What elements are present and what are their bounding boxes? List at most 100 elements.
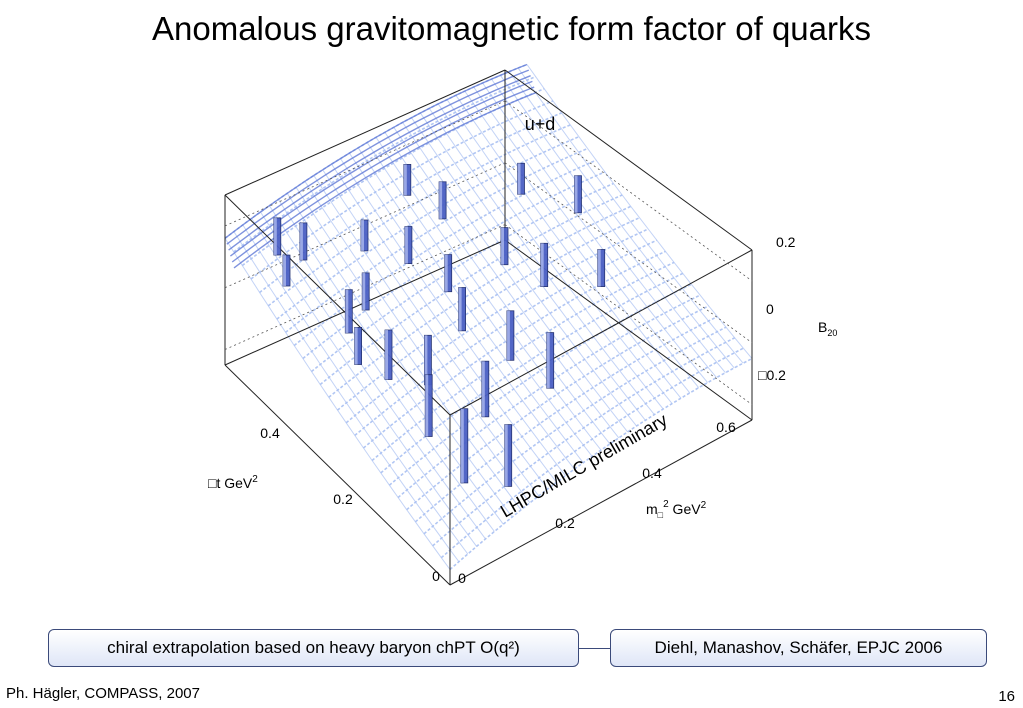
surface-edge [228, 75, 531, 251]
grid-line [224, 162, 506, 289]
surface-mesh [224, 63, 753, 571]
surface-line-m [233, 231, 460, 562]
surface-line-m [242, 224, 469, 555]
error-bar-highlight [424, 335, 428, 385]
error-bar [282, 254, 291, 287]
error-bar [444, 254, 453, 293]
error-bar-highlight [354, 327, 358, 365]
surface-line-m [366, 142, 593, 457]
chart-title: u+d [525, 114, 556, 134]
surface-line-m [499, 75, 726, 374]
surface-line-t [371, 261, 675, 462]
y-tick-0: 0 [432, 568, 440, 584]
box-edge-top [224, 69, 506, 196]
surface-edge [231, 86, 535, 263]
error-bar-highlight [404, 226, 408, 264]
surface-line-t [354, 239, 658, 437]
x-tick-0: 0 [458, 570, 466, 586]
error-bar [354, 326, 363, 365]
error-bar [273, 217, 282, 256]
error-bar-highlight [403, 164, 407, 196]
grid-line [224, 224, 506, 350]
surface-line-m [340, 158, 566, 477]
surface-line-t [362, 250, 666, 449]
surface-line-m [526, 64, 753, 359]
y-tick-1: 0.2 [333, 491, 353, 507]
error-bar-highlight [385, 330, 388, 380]
error-bar-highlight [458, 287, 462, 331]
x-tick-3: 0.6 [716, 419, 736, 435]
error-bar-highlight [501, 227, 504, 265]
surface-edge [233, 91, 537, 269]
z-tick-1: 0 [766, 301, 774, 317]
surface-line-m [517, 67, 744, 364]
surface-line-m [491, 78, 717, 378]
error-bar-highlight [574, 175, 578, 213]
box-edge-top [224, 194, 451, 416]
error-bar [500, 227, 509, 266]
error-bar [504, 424, 513, 487]
y-axis-label: □t GeV2 [208, 474, 258, 491]
error-bar [424, 374, 433, 437]
z-tick-2: □0.2 [758, 367, 786, 383]
error-bar-highlight [460, 408, 464, 483]
page-number: 16 [998, 688, 1015, 705]
surface-line-m [331, 163, 557, 483]
error-bar-highlight [345, 289, 349, 333]
z-axis-label: B20 [818, 319, 837, 338]
bounding-box [224, 69, 753, 586]
error-bar-highlight [506, 310, 510, 361]
surface-line-m [473, 86, 700, 389]
surface-line-m [224, 238, 451, 570]
surface-line-m [286, 193, 513, 518]
x-axis-label: m□2 GeV2 [646, 499, 707, 520]
note-connector [579, 648, 610, 649]
error-bar [299, 222, 308, 261]
surface-line-m [455, 95, 682, 399]
error-bar-highlight [597, 249, 601, 287]
error-bar [517, 162, 525, 195]
surface-line-m [357, 147, 584, 464]
box-edge-top [504, 69, 753, 251]
box-edge-bottom [449, 419, 753, 586]
error-bar [384, 329, 393, 380]
grid-line [504, 162, 753, 344]
surface-line-m [375, 137, 602, 451]
box-edge-top [449, 249, 753, 416]
error-bar [403, 163, 412, 196]
surface-line-m [295, 187, 522, 511]
error-bar [597, 249, 606, 287]
error-bar [460, 408, 469, 484]
grid-line [224, 100, 506, 227]
surface-line-m [268, 205, 495, 532]
surface-line-m [411, 117, 637, 427]
error-bar-highlight [362, 272, 366, 310]
error-bar [481, 360, 490, 418]
surface-line-t [380, 272, 684, 474]
reference-note: Diehl, Manashov, Schäfer, EPJC 2006 [610, 629, 987, 667]
error-bar-highlight [425, 374, 429, 437]
surface-line-m [482, 82, 708, 383]
surface-line-m [260, 211, 486, 540]
error-bar-highlight [517, 163, 521, 195]
error-bar-highlight [283, 255, 286, 286]
error-bar [574, 175, 582, 214]
surface-line-t [259, 112, 562, 294]
surface-edge [224, 63, 528, 239]
surface-line-m [437, 103, 664, 410]
error-bar-highlight [361, 220, 364, 251]
error-bar-highlight [504, 424, 508, 487]
error-bars [273, 162, 606, 487]
plot-3d: u+d LHPC/MILC preliminary 0 0.2 0.4 0.6 … [208, 63, 837, 586]
surface-line-m [464, 90, 691, 394]
x-tick-1: 0.2 [555, 515, 575, 531]
error-bar [546, 332, 555, 389]
surface-line-m [384, 132, 611, 445]
y-tick-2: 0.4 [260, 425, 280, 441]
error-bar [506, 310, 515, 361]
box-edge-bottom [224, 364, 451, 586]
surface-line-m [446, 99, 673, 404]
error-bar-highlight [540, 243, 544, 287]
error-bar [404, 226, 413, 264]
error-bar-highlight [439, 181, 443, 219]
